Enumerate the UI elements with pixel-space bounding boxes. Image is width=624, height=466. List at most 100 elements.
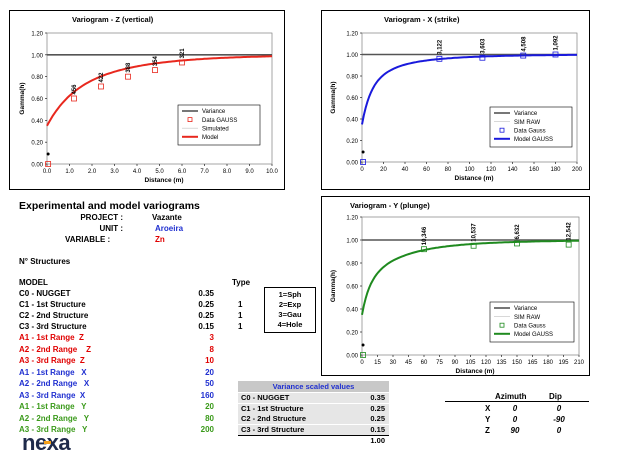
unit-label: UNIT :	[99, 224, 123, 233]
data-label-2: 422	[99, 72, 105, 83]
y-tick-label: 0.80	[346, 75, 358, 81]
x-tick-label: 75	[436, 360, 443, 366]
x-tick-label: 7.0	[200, 169, 209, 175]
range-row-value: 80	[205, 413, 214, 423]
x-tick-label: 3.0	[110, 169, 119, 175]
data-label-3: 6,632	[515, 224, 521, 240]
range-row-value: 8	[209, 344, 214, 354]
y-tick-label: 1.00	[31, 53, 43, 59]
legend-label-0: Variance	[514, 306, 538, 312]
legend-label-2: Data Gauss	[514, 128, 546, 134]
data-point-3	[520, 52, 527, 59]
legend-label-3: Model	[202, 135, 218, 141]
model-row-value: 0.15	[198, 322, 214, 331]
data-point-0	[360, 352, 366, 358]
y-tick-label: 0.40	[31, 119, 43, 125]
orientation-azimuth: 0	[512, 404, 518, 413]
variance-row-label: C2 - 2nd Structure	[241, 414, 307, 423]
data-point-4	[565, 241, 572, 248]
model-row-value: 0.25	[198, 300, 214, 309]
x-tick-label: 200	[572, 167, 583, 173]
x-tick-label: 150	[512, 360, 523, 366]
model-curve	[46, 55, 272, 127]
x-tick-label: 165	[527, 360, 538, 366]
variance-row-label: C0 - NUGGET	[241, 393, 290, 402]
structure-type-legend: 1=Sph 2=Exp 3=Gau 4=Hole	[264, 287, 316, 333]
unit-value: Aroeira	[155, 224, 184, 233]
data-label-3: 4,508	[521, 36, 527, 52]
data-label-4: 354	[153, 55, 159, 66]
data-point-1	[436, 55, 443, 62]
x-tick-label: 80	[445, 167, 452, 173]
range-row-value: 20	[205, 367, 214, 377]
legend-label-3: Model GAUSS	[514, 332, 553, 338]
legend-label-1: SIM RAW	[514, 120, 540, 126]
range-row-label: A2 - 2nd Range Y	[19, 413, 90, 423]
legend-swatch-data	[499, 322, 505, 328]
data-label-2: 10,537	[472, 223, 478, 242]
range-row-label: A1 - 1st Range Z	[19, 333, 84, 342]
x-tick-label: 120	[481, 360, 492, 366]
origin-marker	[361, 150, 365, 154]
range-row-value: 10	[205, 356, 214, 365]
x-tick-label: 5.0	[155, 169, 164, 175]
orientation-axis: X	[485, 404, 491, 413]
range-row-label: A3 - 3rd Range X	[19, 390, 86, 400]
x-tick-label: 0.0	[43, 169, 52, 175]
model-row-value: 0.35	[198, 289, 214, 298]
x-axis-label: Distance (m)	[456, 368, 495, 375]
y-tick-label: 0.20	[346, 139, 358, 145]
origin-marker	[361, 343, 365, 347]
origin-marker	[46, 152, 50, 156]
variance-scaled-table: Variance scaled values C0 - NUGGET 0.35 C1…	[238, 381, 389, 447]
type-exp: 2=Exp	[278, 300, 302, 309]
variance-row-value: 1.00	[370, 436, 385, 445]
chart-x: Variogram - X (strike) 0.00 0.20 0.40 0.60 0.…	[330, 15, 583, 182]
variance-row: C0 - NUGGET 0.35	[238, 393, 389, 404]
data-label-4: 1,092	[554, 35, 560, 51]
orientation-axis: Y	[485, 415, 491, 424]
x-tick-label: 30	[390, 360, 397, 366]
data-point-0	[360, 159, 366, 165]
y-axis-label: Gamma(h)	[19, 82, 26, 114]
legend-swatch-data	[499, 127, 505, 133]
legend-label-1: Data GAUSS	[202, 118, 237, 124]
legend-label-2: Simulated	[202, 126, 229, 132]
x-axis-label: Distance (m)	[145, 177, 184, 184]
data-label-5: 321	[180, 48, 186, 59]
data-point-1	[421, 246, 427, 253]
model-row-type: 1	[238, 300, 243, 309]
variance-row: C1 - 1st Structure 0.25	[238, 403, 389, 415]
x-tick-label: 140	[507, 167, 518, 173]
orientation-dip: 0	[556, 426, 562, 435]
y-tick-label: 0.80	[346, 262, 358, 268]
legend-label-3: Model GAUSS	[514, 137, 553, 143]
range-row-label: A1 - 1st Range X	[19, 367, 87, 377]
legend-swatch-data	[187, 117, 193, 122]
type-sph: 1=Sph	[278, 290, 302, 299]
model-curve	[361, 53, 577, 125]
range-row-value: 200	[200, 425, 214, 434]
chart-z: Variogram - Z (vertical) 0.00 0.20 0.40 0.60…	[19, 15, 278, 184]
x-tick-label: 135	[496, 360, 507, 366]
range-row-value: 160	[200, 390, 214, 400]
x-tick-label: 15	[374, 360, 381, 366]
variance-row-value: 0.25	[370, 403, 385, 413]
y-tick-label: 0.00	[346, 354, 358, 360]
info-heading: Experimental and model variograms	[19, 200, 200, 212]
variance-row-value: 0.15	[370, 424, 385, 434]
y-axis-label: Gamma(h)	[330, 270, 337, 302]
data-point-2	[470, 242, 477, 249]
orientation-dip: -90	[553, 415, 565, 424]
x-tick-label: 0	[360, 360, 364, 366]
logo-accent	[44, 441, 51, 444]
data-point-4	[152, 67, 158, 74]
y-tick-label: 1.20	[346, 216, 358, 222]
range-row-label: A3 - 3rd Range Y	[19, 425, 88, 434]
data-point-0	[45, 161, 52, 167]
variance-total-row: 1.00	[238, 435, 389, 447]
data-point-1	[71, 95, 77, 102]
y-tick-label: 0.40	[346, 308, 358, 314]
x-tick-label: 180	[543, 360, 554, 366]
project-label: PROJECT :	[80, 213, 123, 222]
